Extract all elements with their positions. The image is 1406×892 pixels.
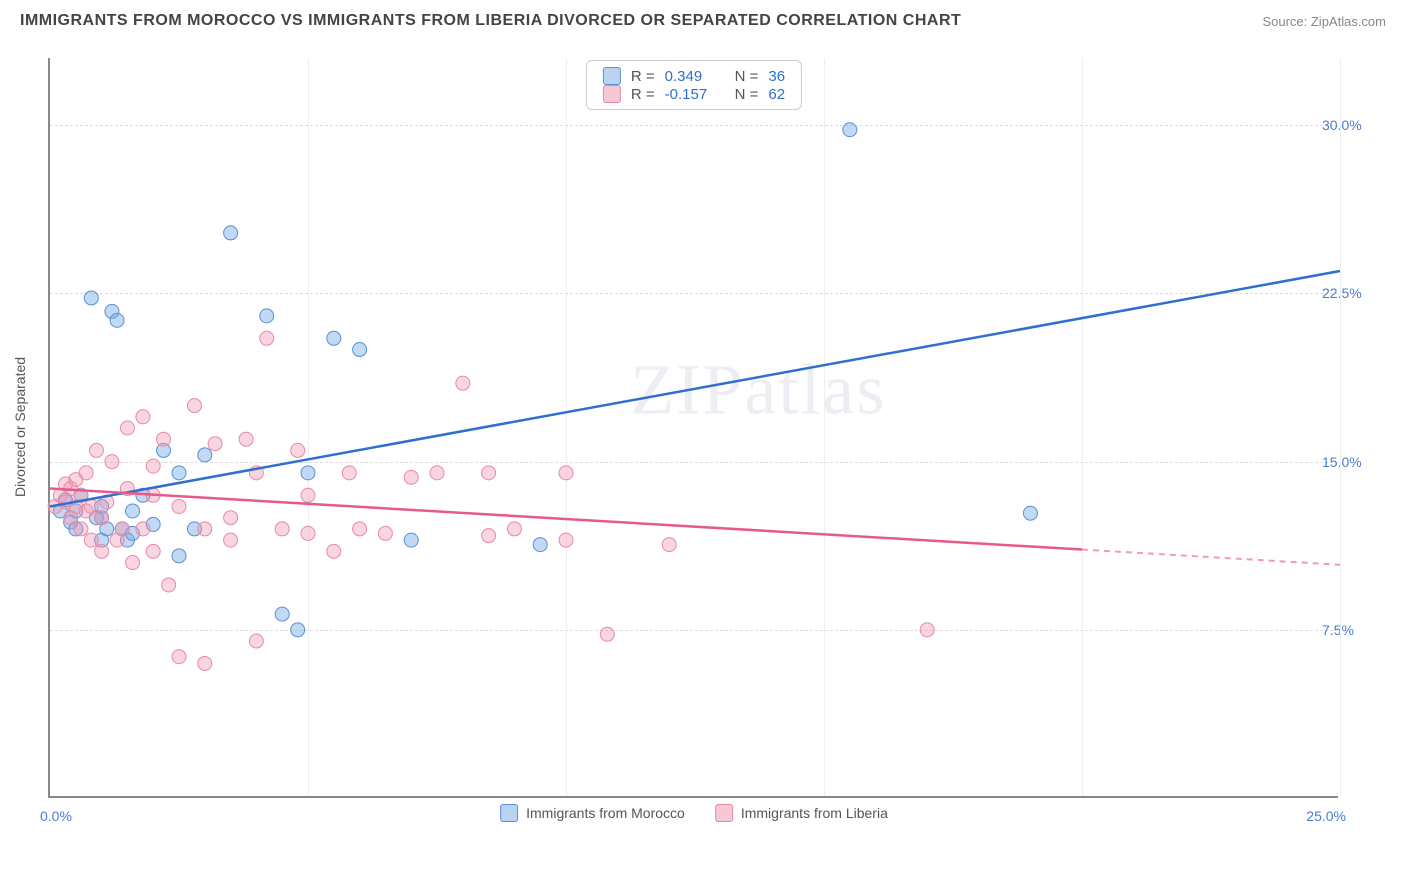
legend-item: Immigrants from Morocco <box>500 804 685 822</box>
legend-item: Immigrants from Liberia <box>715 804 888 822</box>
trend-lines <box>50 58 1338 796</box>
r-value-1: -0.157 <box>665 86 725 103</box>
legend-series: Immigrants from Morocco Immigrants from … <box>500 804 888 822</box>
chart-title: IMMIGRANTS FROM MOROCCO VS IMMIGRANTS FR… <box>20 12 961 30</box>
grid-v <box>1340 58 1341 796</box>
swatch-series-1 <box>603 85 621 103</box>
n-value-1: 62 <box>768 86 785 103</box>
legend-stats: R = 0.349 N = 36 R = -0.157 N = 62 <box>586 60 802 110</box>
swatch-series-0 <box>500 804 518 822</box>
legend-label: Immigrants from Liberia <box>741 805 888 821</box>
legend-stats-row: R = -0.157 N = 62 <box>603 85 785 103</box>
x-tick-min: 0.0% <box>40 808 72 824</box>
x-tick-max: 25.0% <box>1306 808 1346 824</box>
trend-line <box>50 271 1340 506</box>
legend-label: Immigrants from Morocco <box>526 805 685 821</box>
plot-region: ZIPatlas 7.5%15.0%22.5%30.0% Divorced or… <box>48 58 1338 798</box>
n-value-0: 36 <box>768 68 785 85</box>
y-axis-label: Divorced or Separated <box>12 357 28 497</box>
swatch-series-0 <box>603 67 621 85</box>
source-label: Source: ZipAtlas.com <box>1262 14 1386 29</box>
legend-stats-row: R = 0.349 N = 36 <box>603 67 785 85</box>
r-value-0: 0.349 <box>665 68 725 85</box>
chart-area: ZIPatlas 7.5%15.0%22.5%30.0% Divorced or… <box>48 48 1378 808</box>
header: IMMIGRANTS FROM MOROCCO VS IMMIGRANTS FR… <box>0 0 1406 38</box>
swatch-series-1 <box>715 804 733 822</box>
trend-line-extrapolated <box>1082 550 1340 565</box>
trend-line <box>50 489 1082 550</box>
